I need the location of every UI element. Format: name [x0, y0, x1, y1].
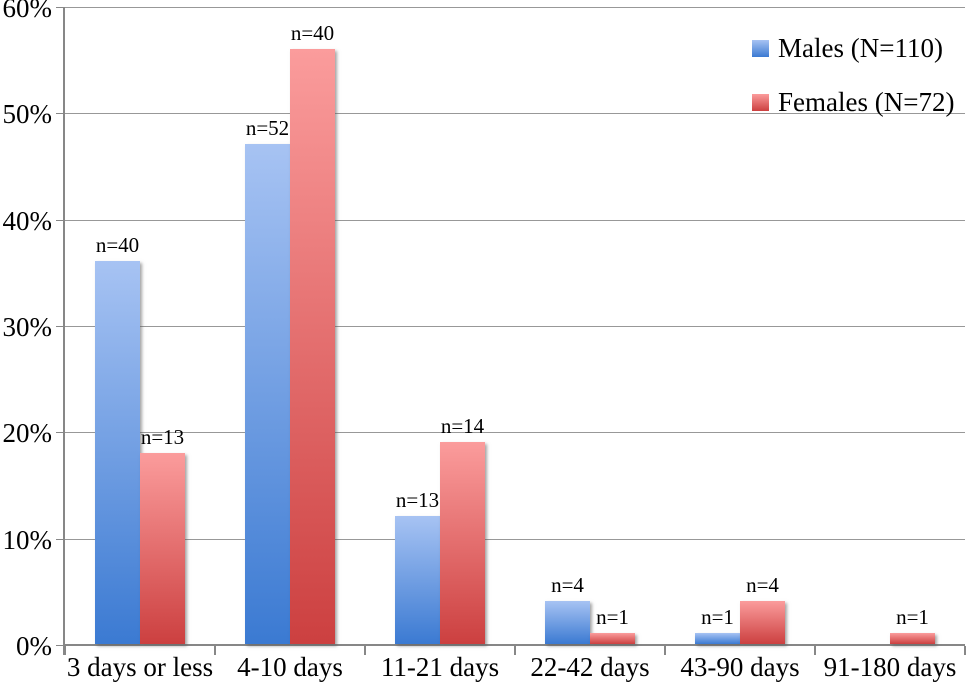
legend-label-males: Males (N=110): [778, 33, 943, 63]
x-axis-tick: [214, 646, 216, 655]
legend: Males (N=110) Females (N=72): [752, 32, 954, 140]
x-axis-tick: [514, 646, 516, 655]
x-axis-tick: [64, 646, 66, 655]
bar-males-4: [695, 633, 740, 644]
y-axis-tick: [56, 538, 65, 540]
bar-value-label: n=40: [290, 20, 335, 45]
bar-value-label: n=4: [551, 573, 584, 598]
x-axis-tick: [814, 646, 816, 655]
bar-value-label: n=13: [140, 424, 185, 449]
x-axis-tick: [664, 646, 666, 655]
gridline: [65, 7, 965, 8]
bar-males-3: [545, 601, 590, 644]
y-axis-line: [63, 8, 65, 655]
gridline: [65, 326, 965, 327]
legend-label-females: Females (N=72): [778, 87, 955, 117]
bar-value-label: n=4: [746, 573, 779, 598]
bar-males-2: [395, 516, 440, 644]
bar-value-label: n=52: [245, 116, 290, 141]
y-axis-label: 50%: [2, 99, 53, 130]
y-axis-tick: [56, 113, 65, 115]
gridline: [65, 432, 965, 434]
bar-value-label: n=14: [440, 413, 485, 438]
bar-females-5: [890, 633, 935, 644]
y-axis-label: 0%: [16, 631, 52, 661]
y-axis-label: 30%: [2, 312, 53, 342]
x-axis-tick: [364, 646, 366, 655]
bar-value-label: n=13: [395, 488, 440, 513]
bar-females-0: [140, 452, 185, 644]
legend-item-males: Males (N=110): [752, 32, 954, 64]
y-axis-tick: [56, 7, 65, 8]
x-axis-line: [65, 644, 965, 646]
males-swatch-icon: [752, 39, 769, 57]
gridline: [65, 538, 965, 540]
bar-females-2: [440, 441, 485, 644]
y-axis-label: 40%: [2, 205, 53, 236]
x-axis-label: 22-42 days: [530, 652, 650, 682]
bar-females-1: [290, 48, 335, 644]
females-swatch-icon: [752, 93, 769, 111]
plot-area: n=40 n=52 n=13 n=4 n=1 n=13 n=40 n=14 n=1 n=4 n=1: [56, 7, 966, 655]
x-axis-label: 11-21 days: [380, 652, 500, 682]
bar-males-0: [95, 261, 140, 644]
y-axis-label: 60%: [2, 0, 53, 23]
bar-females-4: [740, 601, 785, 644]
x-axis-label: 3 days or less: [66, 652, 214, 682]
legend-item-females: Females (N=72): [752, 86, 954, 118]
y-axis-label: 20%: [2, 418, 53, 449]
bar-females-3: [590, 633, 635, 644]
gridline: [65, 219, 965, 221]
bar-value-label: n=40: [95, 233, 140, 258]
bar-value-label: n=1: [896, 605, 929, 630]
x-axis-tick: [964, 646, 966, 655]
y-axis-tick: [56, 645, 65, 646]
bar-value-label: n=1: [701, 605, 734, 630]
y-axis-label: 10%: [2, 524, 53, 555]
y-axis-tick: [56, 219, 65, 221]
bar-males-1: [245, 144, 290, 644]
x-axis-label: 43-90 days: [680, 652, 800, 682]
y-axis-tick: [56, 326, 65, 327]
gridline: [65, 113, 965, 115]
x-axis-label: 91-180 days: [823, 652, 957, 682]
x-axis-label: 4-10 days: [237, 652, 343, 682]
y-axis-tick: [56, 432, 65, 434]
bar-value-label: n=1: [596, 605, 629, 630]
